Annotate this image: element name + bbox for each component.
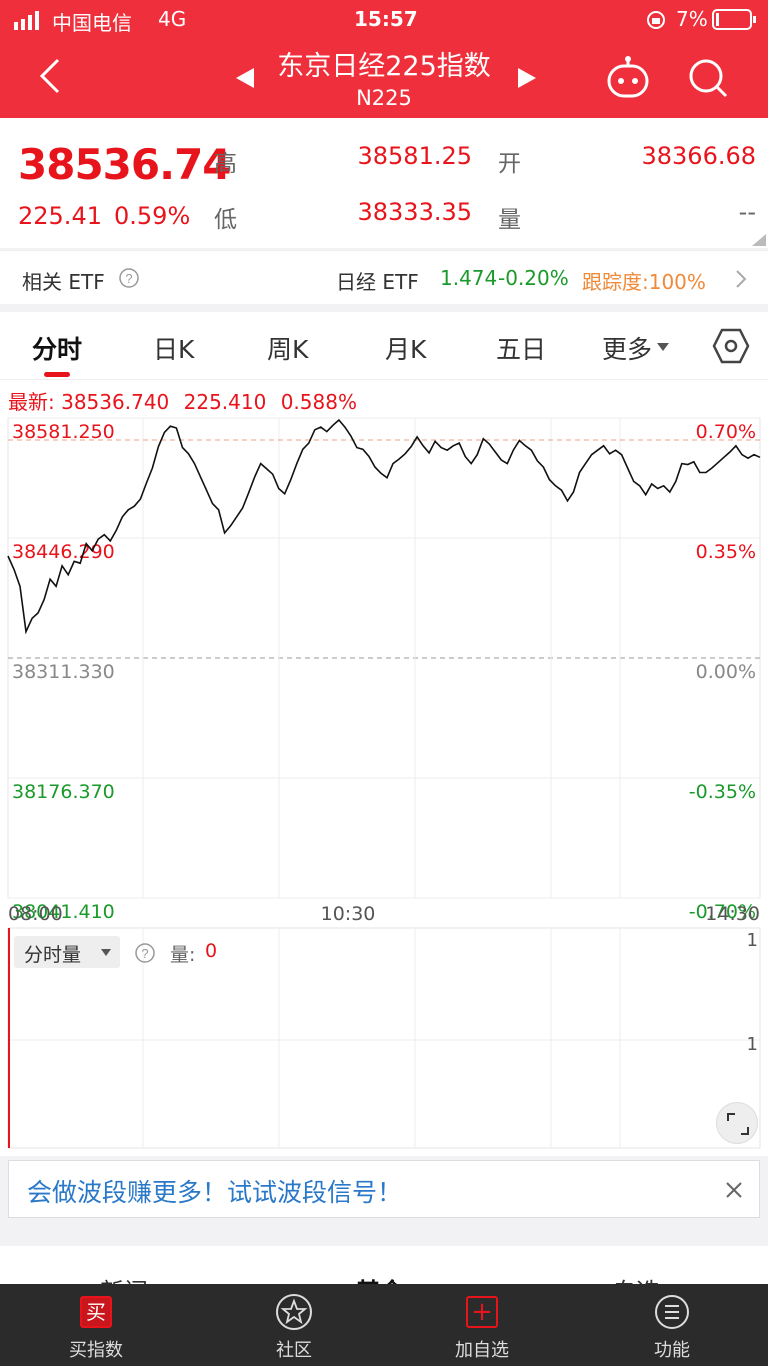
help-icon[interactable]: ? xyxy=(134,942,156,964)
open-value: 38366.68 xyxy=(641,142,756,170)
nav-label: 功能 xyxy=(654,1340,690,1361)
next-index-arrow-icon[interactable] xyxy=(514,66,538,90)
open-label: 开 xyxy=(498,151,521,177)
price-change: 225.41 xyxy=(18,202,102,230)
robot-assistant-icon[interactable] xyxy=(604,56,652,100)
tab-monthly-k[interactable]: 月K xyxy=(385,335,427,364)
x-tick-label: 10:30 xyxy=(321,903,376,925)
buy-icon: 买 xyxy=(80,1296,112,1328)
volume-readout-label: 量: xyxy=(170,944,196,966)
nav-functions[interactable]: 功能 xyxy=(622,1284,722,1366)
nav-buy-index[interactable]: 买 买指数 xyxy=(46,1284,146,1366)
promo-banner[interactable]: 会做波段赚更多！试试波段信号！ xyxy=(8,1160,760,1218)
x-tick-label: 08:00 xyxy=(8,903,63,925)
header: 中国电信 4G 15:57 7% 东京日经225指数 N225 xyxy=(0,0,768,118)
high-label: 高 xyxy=(214,151,237,177)
intraday-chart-area: 最新: 38536.740 225.410 0.588% 38581.250 38… xyxy=(0,380,768,1156)
dropdown-triangle-icon xyxy=(101,949,111,956)
y-tick-label-left: 38041.410 xyxy=(12,901,115,923)
latest-pct: 0.588% xyxy=(280,390,357,414)
menu-icon xyxy=(655,1295,689,1329)
last-price: 38536.74 xyxy=(18,140,232,189)
y-tick-label-right: 0.00% xyxy=(696,661,756,683)
quote-panel: 38536.74 225.41 0.59% 高 38581.25 低 38333… xyxy=(0,118,768,248)
low-value: 38333.35 xyxy=(357,198,472,226)
x-tick-label: 14:30 xyxy=(705,903,760,925)
tab-more[interactable]: 更多 xyxy=(602,335,653,364)
y-tick-label-left: 38176.370 xyxy=(12,781,115,803)
volume-label: 量 xyxy=(498,207,521,233)
tab-five-day[interactable]: 五日 xyxy=(496,335,547,364)
active-tab-indicator xyxy=(44,372,70,377)
price-series-line xyxy=(7,418,761,635)
y-tick-label-right: -0.70% xyxy=(689,901,756,923)
tab-daily-k[interactable]: 日K xyxy=(153,335,195,364)
nav-label: 加自选 xyxy=(455,1340,509,1361)
etf-tracking: 跟踪度:100% xyxy=(582,270,706,294)
volume-frame xyxy=(7,927,761,1149)
y-tick-label-right: 0.35% xyxy=(696,541,756,563)
volume-axis-label: 1 xyxy=(747,1034,758,1055)
volume-selector-label: 分时量 xyxy=(24,944,82,966)
clock: 15:57 xyxy=(354,7,418,31)
title-bar: 东京日经225指数 N225 xyxy=(0,40,768,118)
volume-selector[interactable]: 分时量 xyxy=(14,936,120,968)
etf-name: 日经 ETF xyxy=(336,270,419,294)
page-title: 东京日经225指数 xyxy=(277,51,491,82)
latest-readout: 最新: 38536.740 225.410 0.588% xyxy=(8,386,357,415)
etf-price: 1.474 xyxy=(440,266,498,290)
volume-axis-label: 1 xyxy=(747,930,758,951)
signal-icon xyxy=(14,11,39,30)
svg-text:?: ? xyxy=(125,271,132,286)
etf-label: 相关 ETF xyxy=(22,270,105,294)
corner-triangle-icon xyxy=(752,234,766,246)
rotation-lock-icon xyxy=(647,11,665,29)
tab-intraday[interactable]: 分时 xyxy=(32,335,83,364)
low-label: 低 xyxy=(214,207,237,233)
expand-icon xyxy=(727,1113,749,1135)
carrier-name: 中国电信 xyxy=(52,11,132,35)
status-bar: 中国电信 4G 15:57 7% xyxy=(0,0,768,40)
search-icon[interactable] xyxy=(688,58,730,100)
community-star-icon xyxy=(276,1294,312,1330)
settings-hexagon-icon[interactable] xyxy=(712,328,750,364)
add-icon: + xyxy=(466,1296,498,1328)
related-etf-row[interactable]: 相关 ETF ? 日经 ETF 1.474 -0.20% 跟踪度:100% xyxy=(0,250,768,304)
chevron-right-icon[interactable] xyxy=(734,269,748,289)
bottom-nav: 买 买指数 社区 + 加自选 功能 xyxy=(0,1284,768,1366)
latest-change: 225.410 xyxy=(183,390,267,414)
promo-text[interactable]: 会做波段赚更多！试试波段信号！ xyxy=(27,1178,403,1207)
fullscreen-button[interactable] xyxy=(716,1102,758,1144)
y-tick-label-right: -0.35% xyxy=(689,781,756,803)
page-subtitle: N225 xyxy=(356,86,412,110)
nav-add-watchlist[interactable]: + 加自选 xyxy=(432,1284,532,1366)
price-change-pct: 0.59% xyxy=(114,202,191,230)
battery-percent: 7% xyxy=(676,7,708,31)
close-icon[interactable] xyxy=(725,1181,743,1199)
volume-readout-value: 0 xyxy=(205,940,218,962)
y-tick-label-left: 38581.250 xyxy=(12,421,115,443)
high-value: 38581.25 xyxy=(357,142,472,170)
svg-text:?: ? xyxy=(141,946,148,961)
help-icon[interactable]: ? xyxy=(118,267,140,289)
latest-label: 最新: xyxy=(8,390,55,414)
y-tick-label-left: 38311.330 xyxy=(12,661,115,683)
chart-tabs: 分时 日K 周K 月K 五日 更多 xyxy=(0,312,768,380)
dropdown-triangle-icon xyxy=(657,343,669,351)
network-type: 4G xyxy=(158,7,187,31)
nav-label: 买指数 xyxy=(69,1340,123,1361)
latest-price: 38536.740 xyxy=(61,390,170,414)
nav-community[interactable]: 社区 xyxy=(244,1284,344,1366)
y-tick-label-right: 0.70% xyxy=(696,421,756,443)
volume-value: -- xyxy=(738,198,756,226)
tab-weekly-k[interactable]: 周K xyxy=(267,335,309,364)
nav-label: 社区 xyxy=(276,1340,312,1361)
etf-change: -0.20% xyxy=(498,266,569,290)
price-line-chart[interactable]: 38581.250 38446.290 38311.330 38176.370 3804… xyxy=(0,380,768,1156)
battery-icon xyxy=(712,9,756,30)
lower-tabs: 新闻 基金 自选 xyxy=(0,1246,768,1306)
back-arrow-icon[interactable] xyxy=(36,56,66,96)
y-tick-label-left: 38446.290 xyxy=(12,541,115,563)
prev-index-arrow-icon[interactable] xyxy=(234,66,258,90)
